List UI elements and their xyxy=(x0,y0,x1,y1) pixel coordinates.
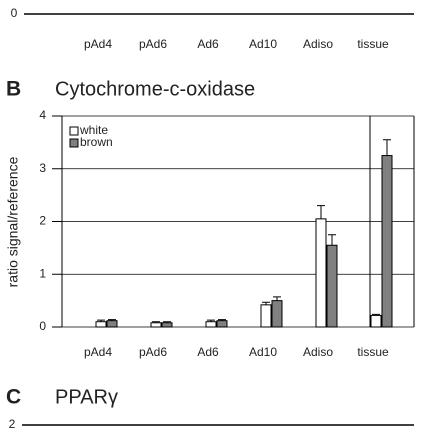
error-bar xyxy=(383,139,391,156)
bar xyxy=(216,320,228,328)
error-bar xyxy=(163,321,171,323)
bar xyxy=(271,300,283,328)
legend-label: brown xyxy=(80,135,113,149)
error-bar xyxy=(97,319,105,322)
x-tick-label: Adiso xyxy=(303,345,333,359)
x-tick-label: Ad6 xyxy=(197,37,219,51)
x-tick-label: pAd6 xyxy=(139,345,167,359)
x-tick-label: tissue xyxy=(357,345,389,359)
chart-title: Cytochrome-c-oxidase xyxy=(55,78,255,100)
y-tick-label: 3 xyxy=(39,161,46,175)
panel-letter: C xyxy=(6,386,21,409)
error-bar xyxy=(372,313,380,316)
error-bar xyxy=(273,296,281,301)
y-tick-label: 0 xyxy=(11,6,18,20)
x-tick-label: pAd6 xyxy=(139,37,167,51)
y-tick-label: 1 xyxy=(39,266,46,280)
bar xyxy=(370,314,382,328)
x-tick-label: pAd4 xyxy=(84,37,112,51)
x-tick-label: Ad10 xyxy=(249,37,277,51)
error-bar xyxy=(317,205,325,219)
x-tick-label: Adiso xyxy=(303,37,333,51)
y-tick-label: 4 xyxy=(39,108,46,122)
bar xyxy=(260,304,272,328)
error-bar xyxy=(152,321,160,323)
x-tick-label: Ad10 xyxy=(249,345,277,359)
x-tick-label: pAd4 xyxy=(84,345,112,359)
y-axis-label: ratio signal/reference xyxy=(5,156,21,287)
y-tick-label: 0 xyxy=(39,319,46,333)
bar xyxy=(205,321,217,328)
error-bar xyxy=(262,301,270,305)
x-tick-label: tissue xyxy=(357,37,389,51)
chart-title: PPARγ xyxy=(55,386,118,408)
bar xyxy=(161,322,173,328)
bar xyxy=(150,322,162,328)
legend-label: white xyxy=(79,123,108,137)
bar xyxy=(95,321,107,328)
bar xyxy=(326,244,338,328)
panel-letter: B xyxy=(6,78,21,101)
legend-swatch xyxy=(69,126,79,136)
error-bar xyxy=(328,234,336,246)
bar xyxy=(381,155,393,328)
bar xyxy=(315,218,327,328)
error-bar xyxy=(108,319,116,321)
error-bar xyxy=(207,319,215,322)
error-bar xyxy=(218,319,226,321)
x-tick-label: Ad6 xyxy=(197,345,219,359)
y-tick-label: 2 xyxy=(9,417,16,431)
bar xyxy=(106,320,118,328)
y-tick-label: 2 xyxy=(39,214,46,228)
legend-swatch xyxy=(69,138,79,148)
